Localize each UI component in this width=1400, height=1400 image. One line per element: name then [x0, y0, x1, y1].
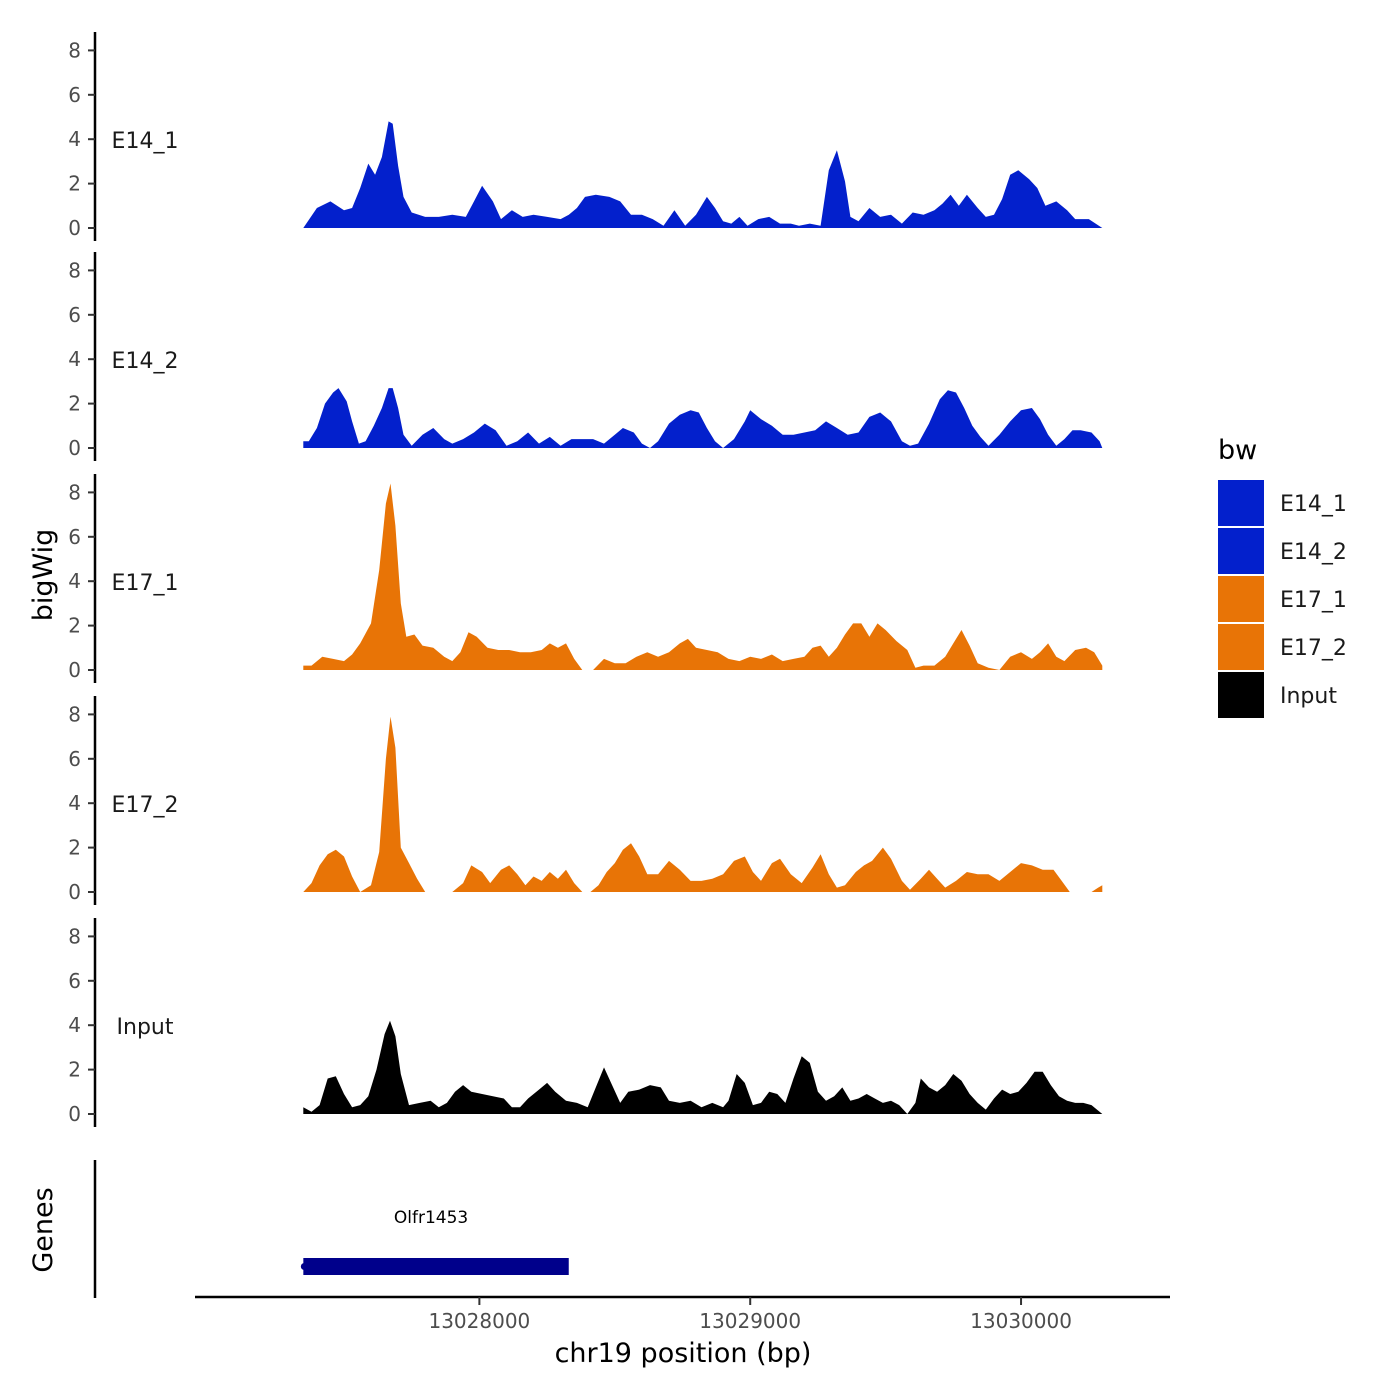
- genes-axis-title: Genes: [28, 1187, 59, 1272]
- track-panel-input: 0 2 4 6 8 Input: [68, 918, 1103, 1127]
- y-tick-label: 2: [68, 614, 81, 638]
- track-label: E14_1: [112, 129, 179, 154]
- legend-label: E17_1: [1280, 588, 1347, 613]
- y-tick-label: 4: [68, 127, 81, 151]
- y-tick-label: 8: [68, 38, 81, 62]
- legend-label: E14_1: [1280, 492, 1347, 517]
- y-tick-label: 2: [68, 392, 81, 416]
- legend-item-e14-2: E14_2: [1218, 528, 1347, 574]
- y-tick-label: 4: [68, 569, 81, 593]
- y-axis-title: bigWig: [28, 529, 59, 622]
- y-tick-label: 0: [68, 1102, 81, 1126]
- genes-panel: Olfr1453: [93, 1160, 569, 1298]
- y-tick-label: 6: [68, 969, 81, 993]
- gene-label: Olfr1453: [394, 1208, 468, 1228]
- legend-swatch: [1218, 576, 1264, 622]
- y-tick-label: 0: [68, 880, 81, 904]
- gene-strand-mark: [300, 1263, 308, 1270]
- x-tick-label: 13029000: [699, 1309, 801, 1333]
- y-tick-label: 0: [68, 216, 81, 240]
- legend-item-e17-1: E17_1: [1218, 576, 1347, 622]
- legend-item-input: Input: [1218, 672, 1337, 718]
- track-panel-e17-1: 0 2 4 6 8 E17_1: [68, 474, 1103, 683]
- gene-bar: [303, 1258, 569, 1275]
- legend-label: Input: [1280, 684, 1337, 709]
- signal-area-e14-1: [303, 121, 1103, 228]
- track-label: E14_2: [112, 349, 179, 374]
- signal-area-e17-1: [303, 483, 1103, 670]
- y-tick-label: 4: [68, 791, 81, 815]
- y-tick-label: 6: [68, 83, 81, 107]
- track-label: E17_2: [112, 793, 179, 818]
- x-tick-label: 13028000: [428, 1309, 530, 1333]
- legend-swatch: [1218, 528, 1264, 574]
- y-tick-label: 6: [68, 747, 81, 771]
- y-tick-label: 4: [68, 347, 81, 371]
- legend: bw E14_1 E14_2 E17_1 E17_2 Input: [1218, 435, 1347, 718]
- y-tick-label: 8: [68, 924, 81, 948]
- y-tick-label: 8: [68, 258, 81, 282]
- y-tick-label: 6: [68, 525, 81, 549]
- y-tick-label: 6: [68, 303, 81, 327]
- signal-area-e17-2: [303, 716, 1103, 892]
- legend-label: E17_2: [1280, 636, 1347, 661]
- y-tick-label: 0: [68, 436, 81, 460]
- legend-swatch: [1218, 672, 1264, 718]
- signal-area-e14-2: [303, 388, 1103, 448]
- track-panel-e17-2: 0 2 4 6 8 E17_2: [68, 696, 1103, 905]
- y-tick-label: 8: [68, 702, 81, 726]
- legend-title: bw: [1218, 435, 1257, 466]
- x-tick-label: 13030000: [970, 1309, 1072, 1333]
- legend-item-e14-1: E14_1: [1218, 480, 1347, 526]
- y-tick-label: 2: [68, 172, 81, 196]
- x-axis-title: chr19 position (bp): [555, 1338, 812, 1369]
- tracks-layer: 0 2 4 6 8 E14_1 0 2 4 6 8 E14_2 0 2 4 6 8 E17_1 0 2 4 6 8 E17_2…: [68, 32, 1103, 1127]
- y-tick-label: 8: [68, 480, 81, 504]
- legend-label: E14_2: [1280, 540, 1347, 565]
- legend-swatch: [1218, 624, 1264, 670]
- y-tick-label: 0: [68, 658, 81, 682]
- y-tick-label: 2: [68, 836, 81, 860]
- legend-item-e17-2: E17_2: [1218, 624, 1347, 670]
- track-label: Input: [117, 1015, 174, 1040]
- y-tick-label: 4: [68, 1013, 81, 1037]
- track-panel-e14-1: 0 2 4 6 8 E14_1: [68, 32, 1103, 241]
- track-label: E17_1: [112, 571, 179, 596]
- legend-swatch: [1218, 480, 1264, 526]
- x-axis: 13028000 13029000 13030000: [195, 1295, 1170, 1333]
- y-tick-label: 2: [68, 1058, 81, 1082]
- signal-area-input: [303, 1020, 1103, 1114]
- track-panel-e14-2: 0 2 4 6 8 E14_2: [68, 252, 1103, 461]
